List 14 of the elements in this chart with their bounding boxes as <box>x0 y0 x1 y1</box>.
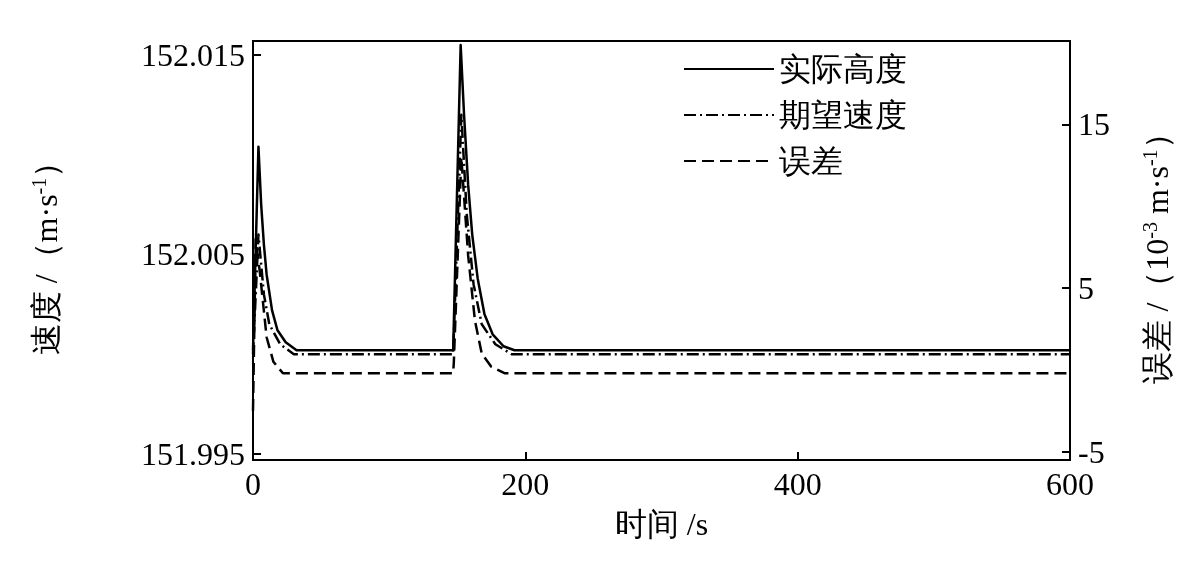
legend-label: 误差 <box>779 143 843 179</box>
legend-label: 实际高度 <box>779 51 907 87</box>
y2-axis-title: 误差 /（10-3 m·s-1） <box>1139 117 1175 384</box>
y2-tick-label: 5 <box>1078 270 1094 307</box>
y-tick-label: 151.995 <box>141 436 245 473</box>
x-tick-label: 0 <box>245 466 261 502</box>
y-tick-label: 152.015 <box>141 36 245 73</box>
y-tick-label: 152.005 <box>141 236 245 273</box>
x-axis-title: 时间 /s <box>614 506 709 542</box>
y2-tick-label: 15 <box>1078 106 1110 143</box>
x-tick-label: 200 <box>501 466 550 502</box>
x-tick-label: 400 <box>773 466 822 502</box>
legend-label: 期望速度 <box>779 97 907 133</box>
y-axis-title: 速度 /（m·s-1） <box>28 145 64 356</box>
